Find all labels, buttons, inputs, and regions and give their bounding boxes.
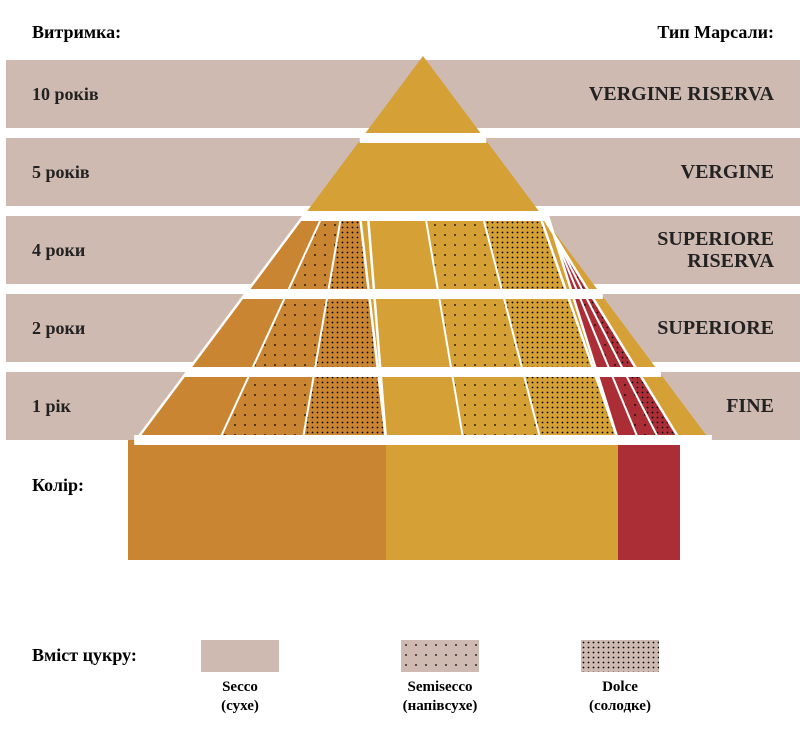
age-label: 1 рік xyxy=(32,396,71,417)
swatch-dolce: Dolce(солодке) xyxy=(575,640,665,716)
age-label: 2 роки xyxy=(32,318,85,339)
type-label: FINE xyxy=(726,395,774,417)
tier-row-0: 10 років VERGINE RISERVA xyxy=(6,60,800,128)
swatch-text: Semisecco(напівсухе) xyxy=(395,678,485,716)
swatch-semisecco: Semisecco(напівсухе) xyxy=(395,640,485,716)
swatch-text: Dolce(солодке) xyxy=(575,678,665,716)
type-label: VERGINE xyxy=(681,161,774,183)
age-label: 5 років xyxy=(32,162,90,183)
tier-row-2: 4 роки SUPERIORERISERVA xyxy=(6,216,800,284)
tier-row-4: 1 рік FINE xyxy=(6,372,800,440)
age-label: 4 роки xyxy=(32,240,85,261)
tier-row-3: 2 роки SUPERIORE xyxy=(6,294,800,362)
swatch-secco: Secco(сухе) xyxy=(195,640,285,716)
color-label: Колір: xyxy=(32,475,84,496)
swatch-box xyxy=(201,640,279,672)
age-label: 10 років xyxy=(32,84,99,105)
type-label: SUPERIORE xyxy=(657,317,774,339)
legend-sugar-label: Вміст цукру: xyxy=(32,645,137,666)
swatch-text: Secco(сухе) xyxy=(195,678,285,716)
swatch-box xyxy=(401,640,479,672)
header-type: Тип Марсали: xyxy=(657,22,774,43)
swatch-box xyxy=(581,640,659,672)
type-label: VERGINE RISERVA xyxy=(589,83,774,105)
tier-row-1: 5 років VERGINE xyxy=(6,138,800,206)
type-label: SUPERIORERISERVA xyxy=(657,228,774,272)
header-aging: Витримка: xyxy=(32,22,121,43)
